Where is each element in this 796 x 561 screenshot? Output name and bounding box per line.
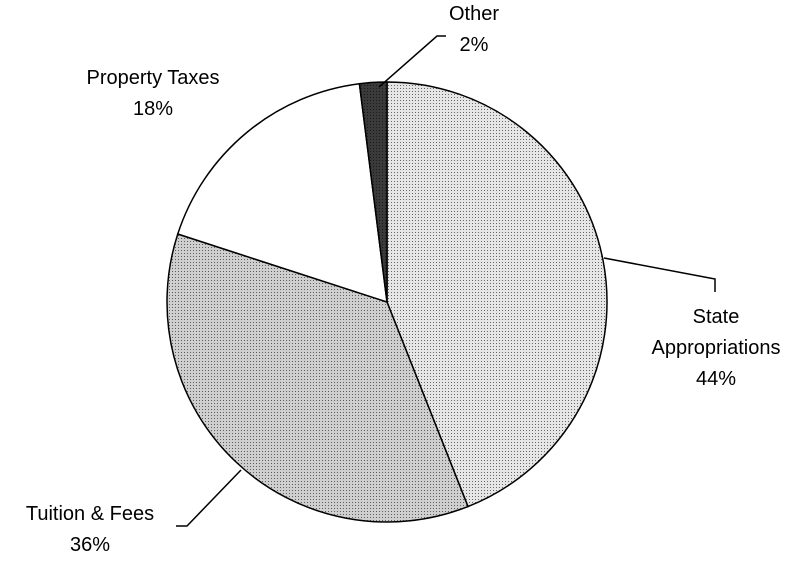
pie-slice <box>386 81 608 508</box>
value-label: 44% <box>695 368 737 390</box>
value-label: 36% <box>69 534 111 556</box>
slice-label: State Appropriations 44% <box>636 302 796 395</box>
leader-line <box>378 35 446 88</box>
category-label: Other <box>448 3 500 25</box>
pie-slice <box>358 81 388 303</box>
pie-slice <box>176 82 388 304</box>
category-label: Property Taxes <box>86 67 220 89</box>
slice-label: Other 2% <box>394 0 554 61</box>
value-label: 2% <box>459 34 489 56</box>
pie-slice <box>166 233 469 523</box>
slice-label: Property Taxes 18% <box>73 63 233 125</box>
leader-line <box>176 469 242 527</box>
value-label: 18% <box>132 98 174 120</box>
category-label: State Appropriations <box>651 306 781 359</box>
slice-label: Tuition & Fees 36% <box>10 499 170 561</box>
category-label: Tuition & Fees <box>25 503 155 525</box>
leader-line <box>603 257 716 292</box>
